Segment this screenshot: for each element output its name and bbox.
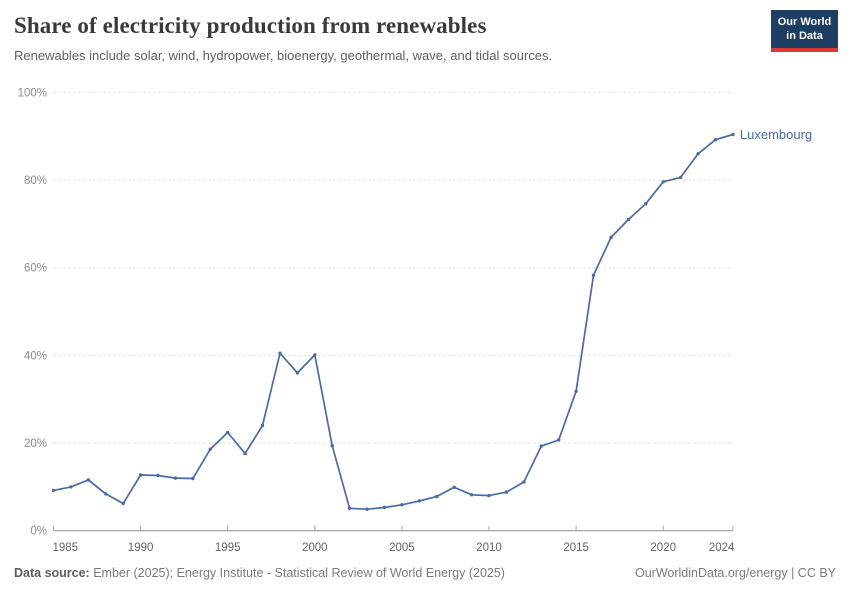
owid-logo-line2: in Data [786, 30, 823, 42]
owid-logo-line1: Our World [777, 15, 832, 28]
credit-link[interactable]: OurWorldinData.org/energy | CC BY [634, 566, 836, 580]
data-point[interactable] [104, 492, 108, 496]
x-axis-label-2015: 2015 [563, 542, 589, 554]
data-point[interactable] [522, 480, 526, 484]
data-point[interactable] [469, 493, 474, 497]
data-point[interactable] [260, 423, 265, 428]
data-point[interactable] [278, 351, 282, 355]
data-point[interactable] [51, 488, 56, 493]
page-title: Share of electricity production from ren… [14, 13, 487, 38]
data-point[interactable] [295, 371, 300, 375]
data-point[interactable] [191, 476, 195, 481]
y-axis-label-20: 20% [24, 438, 47, 450]
data-point[interactable] [539, 444, 543, 448]
data-point[interactable] [626, 217, 631, 222]
data-point[interactable] [173, 476, 178, 480]
data-point[interactable] [731, 132, 735, 137]
data-point[interactable] [713, 138, 718, 142]
data-point[interactable] [69, 485, 73, 489]
data-point[interactable] [138, 473, 143, 477]
data-point[interactable] [121, 501, 125, 506]
data-point[interactable] [504, 490, 509, 494]
y-axis-label-40: 40% [24, 350, 47, 362]
data-point[interactable] [208, 447, 212, 451]
data-point[interactable] [400, 503, 404, 507]
x-axis-label-2020: 2020 [650, 542, 676, 554]
x-axis-label-1985: 1985 [53, 542, 79, 554]
data-point[interactable] [644, 202, 648, 206]
data-point[interactable] [417, 499, 421, 503]
data-point[interactable] [382, 505, 387, 510]
data-point[interactable] [435, 494, 439, 499]
data-point[interactable] [696, 152, 700, 156]
x-axis-label-1990: 1990 [128, 542, 154, 554]
data-point[interactable] [226, 430, 230, 435]
data-point[interactable] [609, 235, 613, 240]
y-axis-label-0: 0% [30, 526, 47, 538]
data-point[interactable] [678, 175, 683, 180]
series-entity-label[interactable]: Luxembourg [740, 127, 812, 142]
data-point[interactable] [156, 473, 160, 478]
data-point[interactable] [452, 485, 456, 489]
data-point[interactable] [330, 444, 334, 448]
x-axis-label-2000: 2000 [302, 542, 328, 554]
data-point[interactable] [365, 507, 369, 511]
data-point[interactable] [243, 451, 247, 456]
data-source-note: Data source: Ember (2025); Energy Instit… [14, 566, 505, 580]
data-point[interactable] [313, 353, 317, 357]
data-source-label: Data source: [14, 566, 90, 580]
y-axis-label-100: 100% [18, 87, 47, 99]
y-axis-label-60: 60% [24, 263, 47, 275]
x-axis-label-2010: 2010 [476, 542, 502, 554]
data-point[interactable] [86, 478, 91, 482]
data-point[interactable] [574, 389, 578, 393]
data-source-text: Ember (2025); Energy Institute - Statist… [89, 566, 505, 580]
y-axis-label-80: 80% [24, 175, 47, 187]
data-point[interactable] [347, 506, 352, 510]
chart-subtitle: Renewables include solar, wind, hydropow… [14, 48, 553, 63]
data-point[interactable] [661, 180, 665, 184]
data-point[interactable] [557, 438, 561, 442]
owid-logo[interactable]: Our World in Data [771, 10, 838, 52]
data-point[interactable] [591, 273, 596, 277]
x-axis-label-2024: 2024 [709, 542, 735, 554]
data-series-line-luxembourg[interactable] [52, 133, 734, 511]
x-axis-label-1995: 1995 [215, 542, 241, 554]
chart-header: Share of electricity production from ren… [14, 13, 760, 63]
x-axis-label-2005: 2005 [389, 542, 415, 554]
chart-footer: Data source: Ember (2025); Energy Instit… [14, 566, 836, 580]
data-point[interactable] [487, 493, 491, 498]
